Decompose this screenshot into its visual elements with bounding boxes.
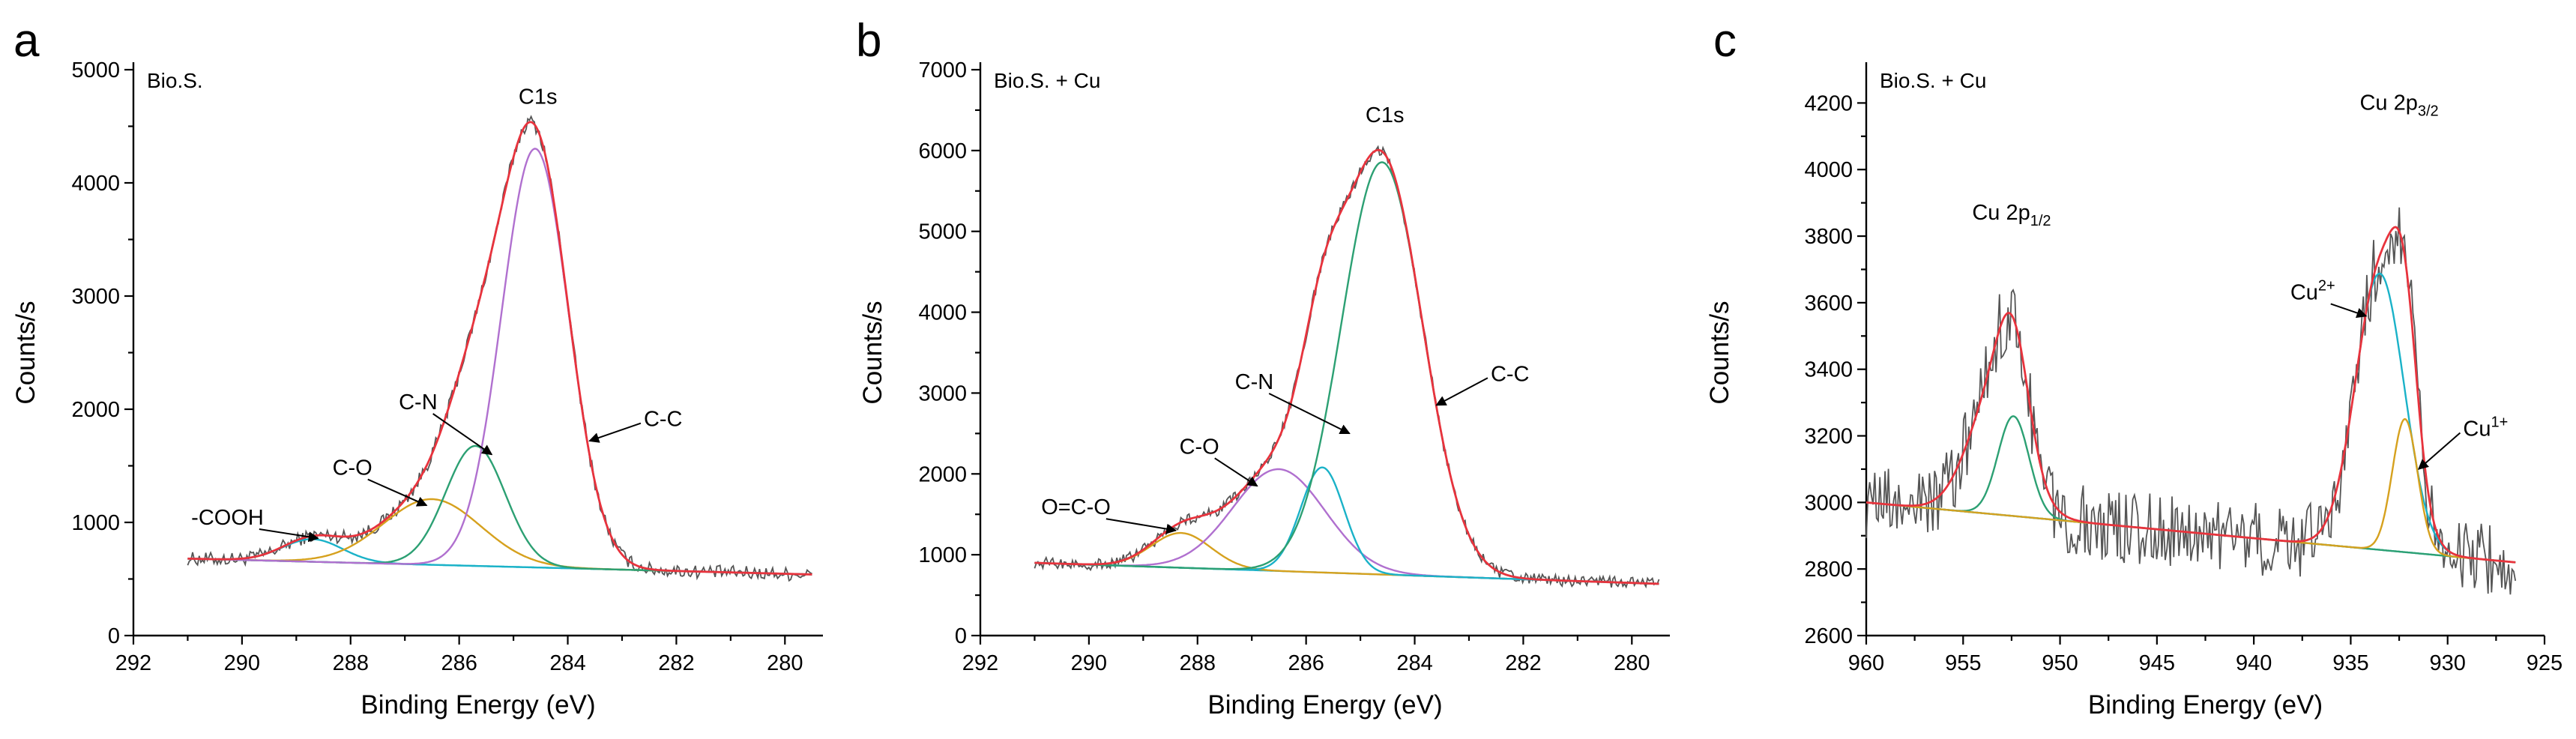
x-tick-label: 290 bbox=[224, 651, 260, 675]
peak-annotation: Cu 2p3/2 bbox=[2359, 91, 2438, 119]
y-tick-label: 0 bbox=[108, 624, 120, 648]
peak-annotation: Cu 2p1/2 bbox=[1972, 201, 2051, 229]
panel-letter-b: b bbox=[856, 15, 881, 67]
y-tick-label: 2600 bbox=[1804, 624, 1853, 648]
annotation-arrow bbox=[588, 422, 642, 443]
x-tick-label: 935 bbox=[2332, 651, 2368, 675]
peak-component-line bbox=[187, 444, 812, 576]
x-tick-label: 292 bbox=[962, 651, 998, 675]
panel-b: b 292 290 288 286 284 282 280 0 1000 2000 3000 4000 5… bbox=[856, 15, 1670, 720]
peak-component-line bbox=[187, 498, 812, 576]
x-tick-label: 292 bbox=[115, 651, 151, 675]
x-axis-title: Binding Energy (eV) bbox=[1207, 690, 1442, 720]
x-tick-label: 282 bbox=[658, 651, 694, 675]
raw-data-line bbox=[187, 115, 812, 582]
x-tick-label: 288 bbox=[1180, 651, 1216, 675]
x-tick-label: 925 bbox=[2527, 651, 2563, 675]
panel-a: a 292 290 288 286 284 282 280 0 1000 2000 3000 4000 5… bbox=[11, 15, 823, 720]
peak-annotation: C-O bbox=[333, 456, 372, 480]
sample-label: Bio.S. + Cu bbox=[1880, 69, 1986, 92]
peak-annotation: C-O bbox=[1180, 435, 1219, 459]
annotation-arrow bbox=[432, 413, 493, 456]
y-tick-label: 4000 bbox=[1804, 158, 1853, 182]
x-tick-label: 286 bbox=[1288, 651, 1324, 675]
x-tick-label: 284 bbox=[549, 651, 585, 675]
annotation-arrow bbox=[1214, 457, 1258, 487]
x-tick-label: 282 bbox=[1505, 651, 1541, 675]
sample-label: Bio.S. bbox=[147, 69, 203, 92]
peak-annotation: C1s bbox=[1366, 103, 1405, 127]
x-axis-title: Binding Energy (eV) bbox=[361, 690, 595, 720]
x-tick-label: 280 bbox=[767, 651, 803, 675]
y-axis-title: Counts/s bbox=[858, 301, 887, 404]
envelope-fit-line bbox=[187, 121, 812, 576]
peak-component-line bbox=[1034, 161, 1659, 585]
annotation-arrow bbox=[2417, 432, 2461, 470]
x-tick-label: 945 bbox=[2139, 651, 2175, 675]
y-tick-label: 3200 bbox=[1804, 425, 1853, 449]
peak-annotation: C-C bbox=[1491, 362, 1530, 386]
annotation-arrow bbox=[2330, 303, 2368, 319]
peak-annotation: -COOH bbox=[191, 506, 264, 530]
y-tick-label: 3000 bbox=[71, 285, 120, 309]
sample-label: Bio.S. + Cu bbox=[994, 69, 1100, 92]
y-axis-title: Counts/s bbox=[1705, 301, 1734, 404]
x-tick-label: 286 bbox=[441, 651, 477, 675]
peak-annotation: C1s bbox=[519, 85, 558, 109]
y-tick-label: 4200 bbox=[1804, 91, 1853, 115]
y-tick-label: 2000 bbox=[71, 398, 120, 422]
peak-annotation: C-N bbox=[399, 390, 438, 414]
y-tick-label: 3600 bbox=[1804, 292, 1853, 316]
y-tick-label: 5000 bbox=[918, 220, 967, 244]
annotation-arrow bbox=[1105, 518, 1177, 534]
y-tick-label: 3000 bbox=[918, 381, 967, 405]
x-tick-label: 290 bbox=[1071, 651, 1107, 675]
annotation-arrow bbox=[1268, 393, 1351, 435]
y-tick-label: 1000 bbox=[918, 543, 967, 567]
y-tick-label: 0 bbox=[955, 624, 967, 648]
x-tick-label: 955 bbox=[1945, 651, 1981, 675]
x-tick-label: 950 bbox=[2042, 651, 2078, 675]
y-tick-label: 2800 bbox=[1804, 558, 1853, 582]
x-tick-label: 940 bbox=[2236, 651, 2272, 675]
y-tick-label: 4000 bbox=[71, 172, 120, 196]
y-tick-label: 2000 bbox=[918, 462, 967, 486]
x-tick-label: 280 bbox=[1614, 651, 1650, 675]
peak-annotation: C-C bbox=[644, 408, 683, 432]
y-tick-label: 3400 bbox=[1804, 358, 1853, 382]
y-axis-title: Counts/s bbox=[11, 301, 40, 404]
y-tick-label: 7000 bbox=[918, 58, 967, 82]
peak-annotation: O=C-O bbox=[1041, 495, 1111, 519]
annotation-arrow bbox=[259, 528, 319, 543]
x-axis-title: Binding Energy (eV) bbox=[2088, 690, 2323, 720]
envelope-fit-line bbox=[1865, 226, 2516, 564]
envelope-fit-line bbox=[1034, 148, 1659, 585]
panel-letter-a: a bbox=[13, 15, 40, 67]
peak-annotation: Cu2+ bbox=[2290, 277, 2335, 304]
x-tick-label: 930 bbox=[2430, 651, 2466, 675]
y-tick-label: 4000 bbox=[918, 301, 967, 325]
x-tick-label: 288 bbox=[333, 651, 369, 675]
annotation-arrow bbox=[1435, 377, 1488, 406]
y-tick-label: 3000 bbox=[1804, 491, 1853, 515]
panel-letter-c: c bbox=[1713, 15, 1737, 67]
y-tick-label: 5000 bbox=[71, 58, 120, 82]
x-tick-label: 960 bbox=[1848, 651, 1884, 675]
x-tick-label: 284 bbox=[1396, 651, 1432, 675]
panel-c: c 960 955 950 945 940 935 930 925 2600 2800 3000 320… bbox=[1705, 15, 2563, 720]
y-tick-label: 6000 bbox=[918, 139, 967, 163]
raw-data-line bbox=[1034, 145, 1660, 589]
y-tick-label: 1000 bbox=[71, 511, 120, 535]
peak-annotation: Cu1+ bbox=[2463, 414, 2508, 441]
annotation-arrow bbox=[367, 478, 428, 507]
y-tick-label: 3800 bbox=[1804, 225, 1853, 249]
peak-annotation: C-N bbox=[1235, 370, 1274, 394]
